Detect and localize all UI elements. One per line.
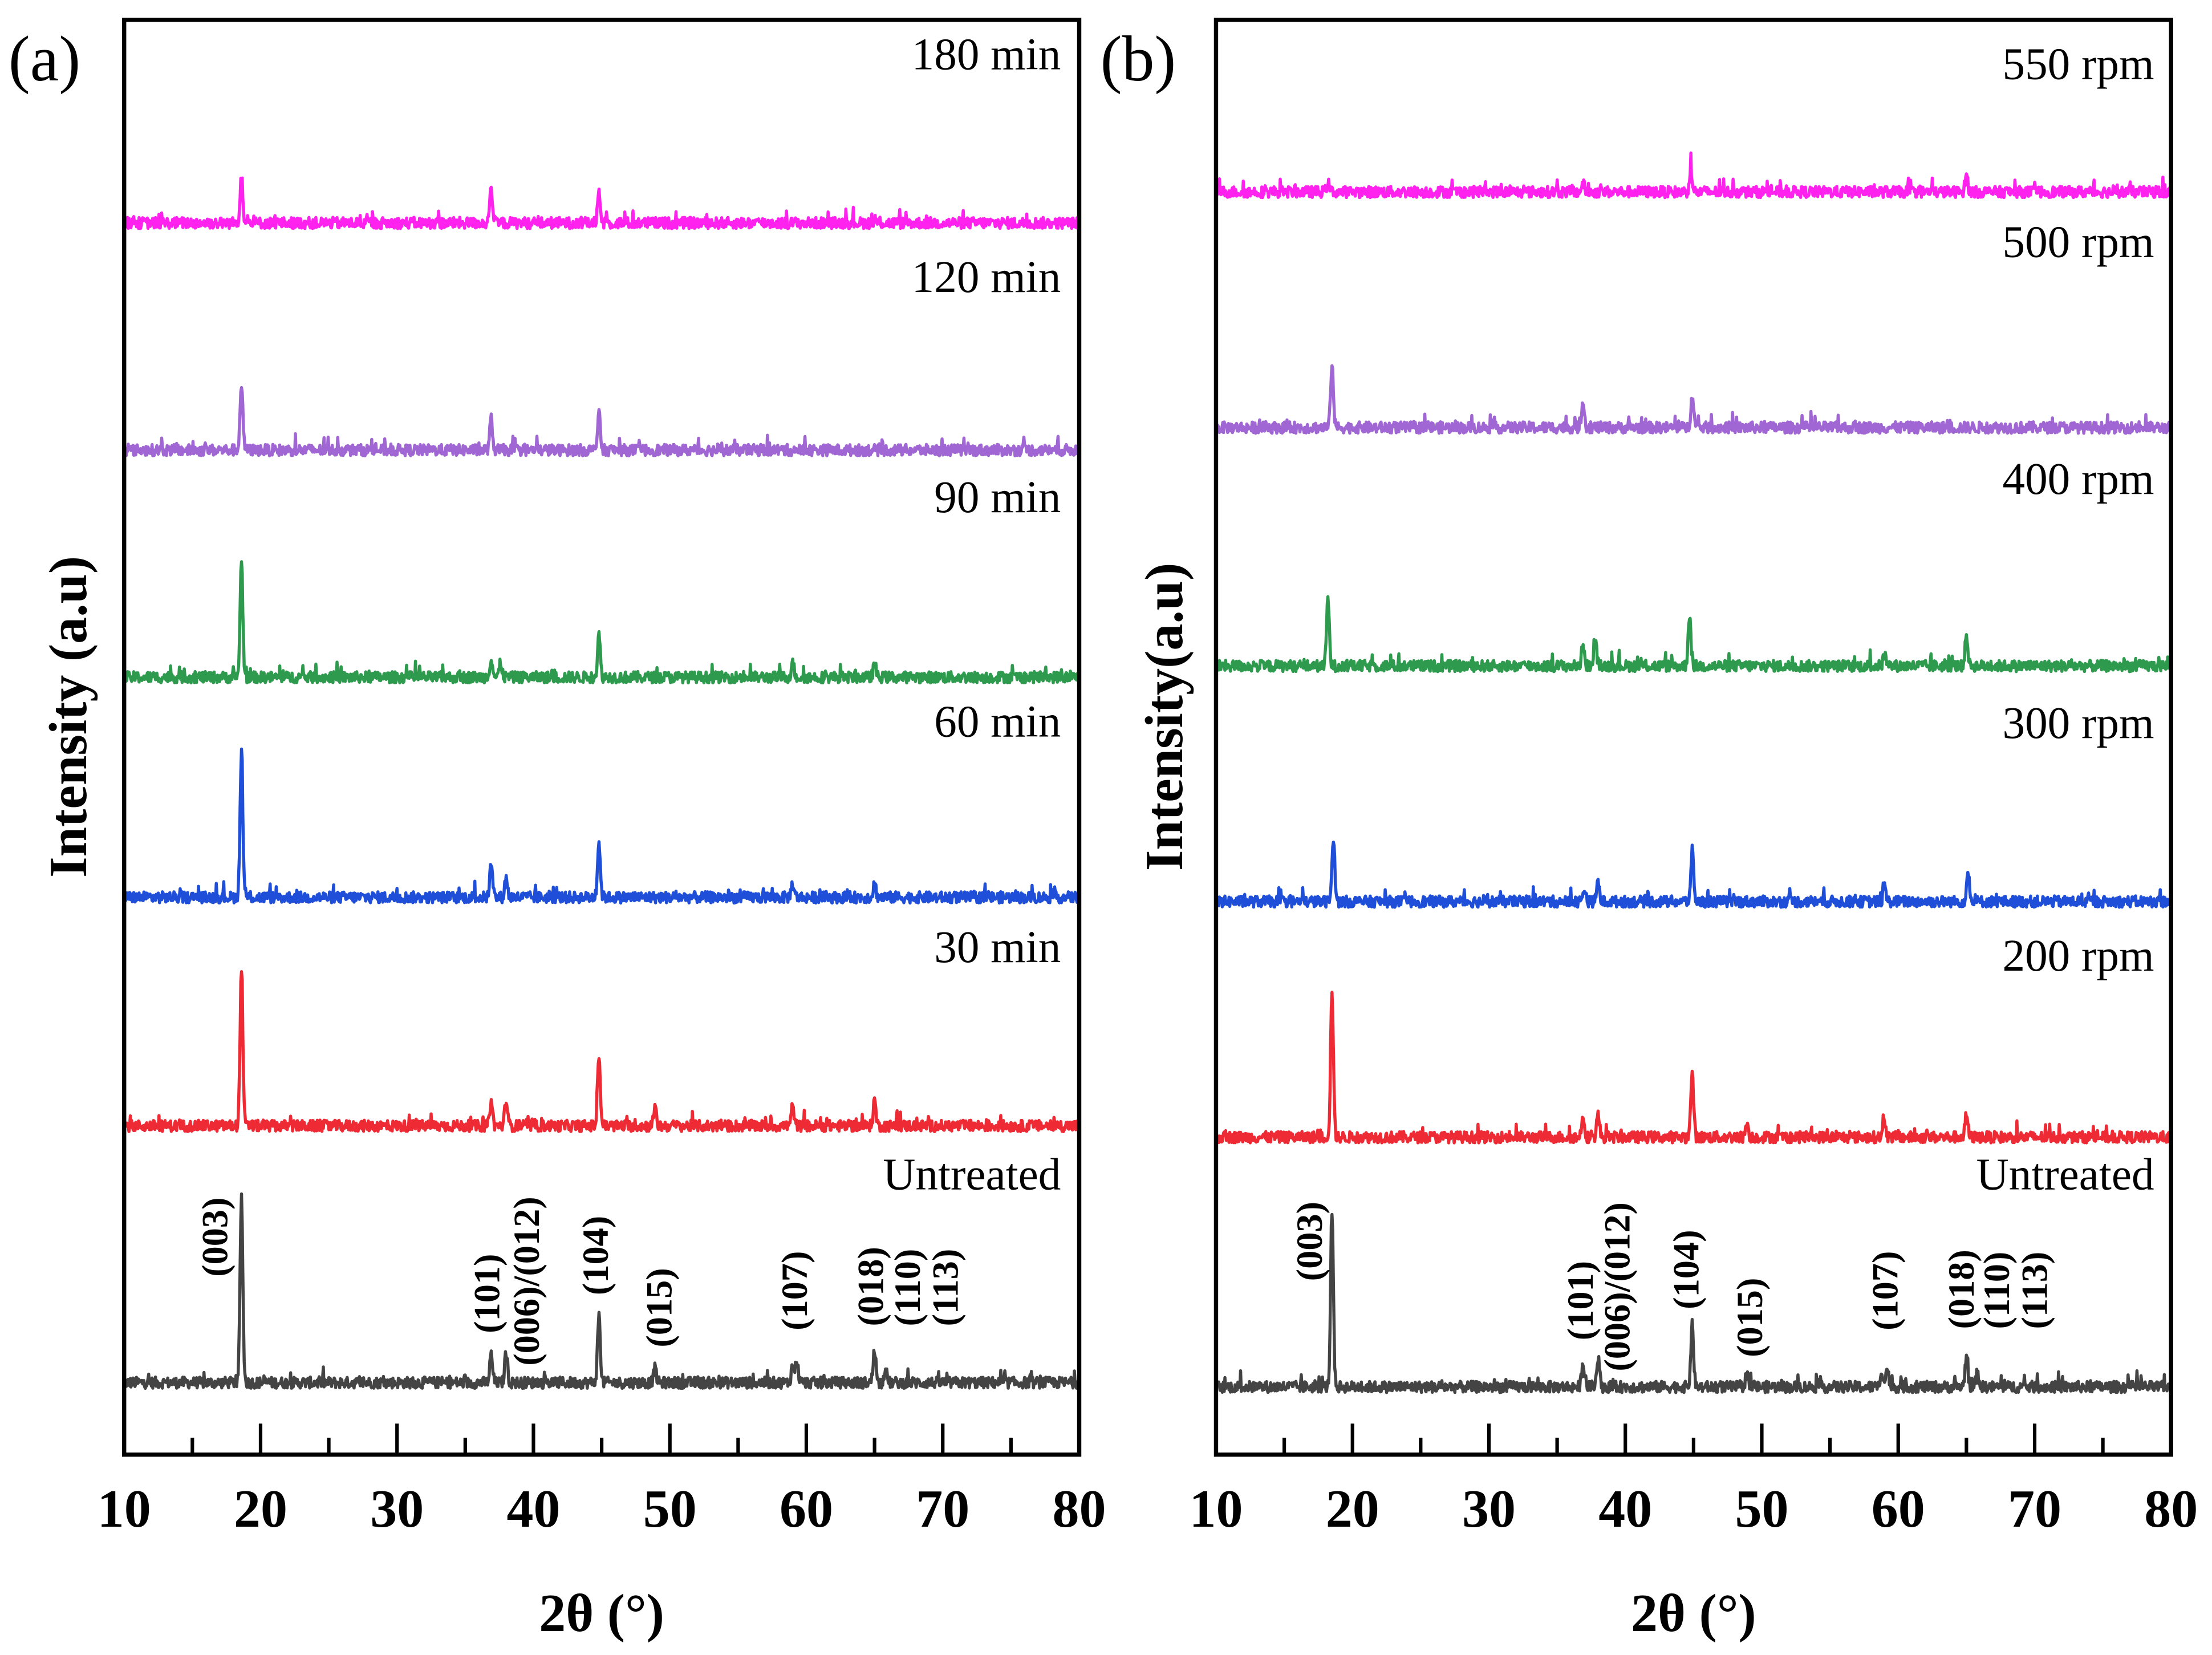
peak-annotation: (113) (2015, 1252, 2055, 1329)
x-tick-label: 80 (1052, 1479, 1106, 1539)
series-line-untreated (1214, 1212, 2172, 1394)
peak-annotation: (110) (887, 1249, 928, 1327)
peak-annotation: (003) (194, 1198, 235, 1277)
peak-annotation: (003) (1289, 1202, 1330, 1281)
x-tick-label: 70 (916, 1479, 969, 1539)
x-tick-label: 30 (1462, 1479, 1516, 1539)
series-label: 60 min (934, 696, 1061, 747)
series-line-120-min (123, 386, 1081, 457)
series-line-500-rpm (1214, 364, 2173, 435)
peak-annotation: (110) (1976, 1252, 2017, 1329)
x-axis-title: 2θ (°) (539, 1584, 664, 1643)
x-tick-label: 70 (2008, 1479, 2061, 1539)
series-label: 500 rpm (2003, 217, 2154, 267)
x-tick-label: 50 (643, 1479, 697, 1539)
peak-annotation: (107) (1865, 1251, 1905, 1331)
x-tick-label: 40 (506, 1479, 560, 1539)
peak-annotation: (006)/(012) (506, 1196, 547, 1365)
peak-annotation: (104) (1666, 1230, 1707, 1309)
peak-annotation: (104) (575, 1216, 616, 1295)
peak-annotation: (101) (1560, 1261, 1601, 1340)
x-tick-label: 80 (2144, 1479, 2198, 1539)
series-label: Untreated (1976, 1150, 2154, 1200)
panel-b: Untreated 200 rpm 300 rpm 400 rpm 500 rpm 550… (1101, 18, 2198, 1643)
peak-annotation: (006)/(012) (1597, 1202, 1637, 1371)
series-label: Untreated (883, 1150, 1061, 1200)
peak-annotation: (018) (851, 1247, 891, 1326)
x-tick-label: 60 (1872, 1479, 1925, 1539)
series-line-200-rpm (1215, 991, 2173, 1145)
series-label: 400 rpm (2003, 454, 2154, 504)
series-label: 30 min (934, 922, 1061, 972)
panel-letter: (b) (1101, 23, 1176, 95)
x-tick-label: 10 (98, 1479, 151, 1539)
x-tick-label: 50 (1735, 1479, 1788, 1539)
x-tick-label: 40 (1598, 1479, 1652, 1539)
series-label: 300 rpm (2003, 698, 2154, 748)
series-line-60-min (123, 747, 1081, 905)
y-axis-title: Intensity(a.u) (1135, 563, 1194, 871)
series-line-400-rpm (1214, 595, 2173, 674)
series-label: 120 min (912, 252, 1061, 302)
series-line-550-rpm (1214, 151, 2173, 200)
x-tick-label: 20 (1326, 1479, 1379, 1539)
series-line-300-rpm (1214, 841, 2172, 909)
x-axis-title: 2θ (°) (1631, 1584, 1756, 1643)
series-label: 180 min (912, 29, 1061, 79)
x-tick-label: 30 (370, 1479, 424, 1539)
x-tick-label: 20 (234, 1479, 287, 1539)
series-label: 200 rpm (2003, 931, 2154, 981)
panel-letter: (a) (9, 23, 80, 95)
series-line-180-min (123, 176, 1081, 230)
y-axis-title: Intensity (a.u) (39, 556, 98, 878)
peak-annotation: (015) (639, 1268, 680, 1347)
peak-annotation: (015) (1730, 1278, 1770, 1357)
series-line-untreated (123, 1192, 1081, 1390)
x-tick-label: 60 (780, 1479, 833, 1539)
peak-annotation: (018) (1941, 1250, 1982, 1329)
x-tick-label: 10 (1189, 1479, 1243, 1539)
peak-annotation: (107) (774, 1251, 815, 1331)
series-label: 550 rpm (2003, 39, 2154, 90)
series-line-30-min (123, 970, 1081, 1133)
peak-annotation: (101) (467, 1254, 508, 1333)
series-label: 90 min (934, 472, 1061, 522)
panel-a: Untreated 30 min 60 min 90 min 120 min 180 mi… (9, 18, 1106, 1643)
peak-annotation: (113) (926, 1249, 966, 1327)
series-line-90-min (122, 560, 1081, 685)
